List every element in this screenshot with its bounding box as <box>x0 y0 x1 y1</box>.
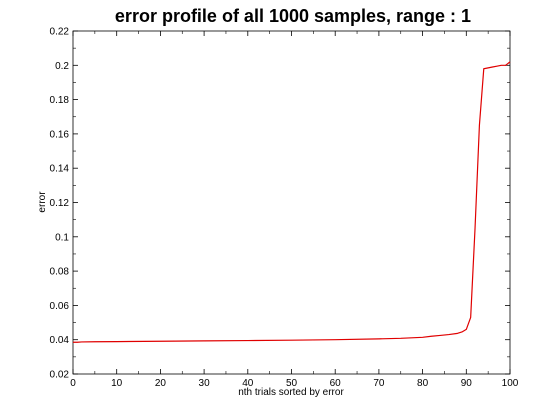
x-tick-label: 0 <box>70 378 76 389</box>
y-tick-label: 0.18 <box>50 95 70 106</box>
x-tick-label: 20 <box>155 378 167 389</box>
y-tick-label: 0.1 <box>55 232 69 243</box>
x-tick-label: 70 <box>373 378 385 389</box>
x-tick-label: 100 <box>502 378 519 389</box>
x-tick-label: 90 <box>461 378 473 389</box>
series-layer <box>73 61 511 343</box>
y-tick-label: 0.06 <box>50 301 70 312</box>
x-tick-label: 80 <box>417 378 429 389</box>
y-tick-label: 0.04 <box>50 335 70 346</box>
series-line-0 <box>73 61 511 343</box>
y-tick-label: 0.12 <box>50 198 70 209</box>
y-axis-label: error <box>37 191 48 213</box>
plot-area <box>72 30 511 375</box>
x-axis-label: nth trials sorted by error <box>238 387 344 398</box>
x-tick-label: 60 <box>330 378 342 389</box>
y-tick-label: 0.02 <box>50 370 70 381</box>
axis-ticks: 0 10 20 30 40 50 60 70 80 90 100 0.02 0.04 0.06 0.08 0.… <box>50 27 519 390</box>
y-tick-label: 0.22 <box>50 27 70 38</box>
y-tick-label: 0.2 <box>55 61 69 72</box>
x-tick-label: 40 <box>242 378 254 389</box>
chart-title: error profile of all 1000 samples, range… <box>115 6 471 26</box>
x-tick-label: 50 <box>286 378 298 389</box>
y-tick-label: 0.08 <box>50 267 70 278</box>
y-tick-label: 0.14 <box>50 164 70 175</box>
x-tick-label: 10 <box>111 378 123 389</box>
y-tick-label: 0.16 <box>50 129 70 140</box>
x-tick-label: 30 <box>199 378 211 389</box>
